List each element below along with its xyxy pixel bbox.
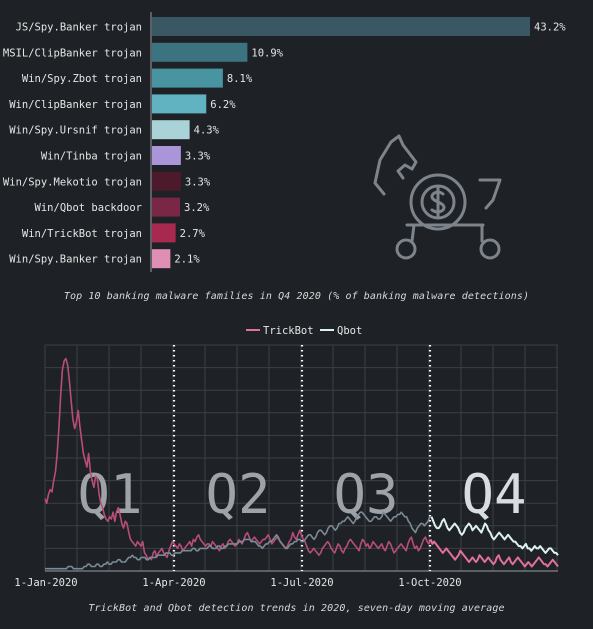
bar-value-label: 10.9% bbox=[251, 47, 283, 59]
bar-category-label: Win/ClipBanker trojan bbox=[9, 99, 142, 111]
bars-group: JS/Spy.Banker trojan 43.2% MSIL/ClipBanker… bbox=[3, 17, 566, 269]
series-line-trickbot-q4 bbox=[429, 539, 559, 568]
bar-value-label: 3.2% bbox=[184, 202, 210, 214]
bar-category-label: MSIL/ClipBanker trojan bbox=[3, 47, 142, 59]
bar bbox=[152, 146, 181, 165]
bottom-chart-caption: TrickBot and Qbot detection trends in 20… bbox=[88, 603, 505, 614]
bar-category-label: JS/Spy.Banker trojan bbox=[16, 22, 142, 34]
bar-category-label: Win/Spy.Mekotio trojan bbox=[3, 176, 142, 188]
series-line-qbot bbox=[45, 511, 432, 570]
bar-chart: JS/Spy.Banker trojan 43.2% MSIL/ClipBanker… bbox=[3, 12, 566, 272]
bar bbox=[152, 17, 530, 36]
bar-category-label: Win/Spy.Ursnif trojan bbox=[9, 125, 142, 137]
x-tick-label: 1-Jul-2020 bbox=[270, 577, 333, 589]
bar bbox=[152, 249, 171, 269]
x-tick-label: 1-Oct-2020 bbox=[398, 577, 461, 589]
bar bbox=[152, 197, 180, 217]
bar-category-label: Win/TrickBot trojan bbox=[22, 228, 142, 240]
top-chart-caption: Top 10 banking malware families in Q4 20… bbox=[63, 291, 530, 302]
series-line-trickbot bbox=[44, 357, 432, 561]
x-tick-label: 1-Apr-2020 bbox=[142, 577, 205, 589]
legend: TrickBot Qbot bbox=[246, 325, 362, 337]
lines-group bbox=[44, 357, 559, 570]
bar-value-label: 43.2% bbox=[534, 22, 566, 34]
bar-category-label: Win/Qbot backdoor bbox=[35, 202, 142, 214]
bar bbox=[152, 94, 207, 114]
bar-value-label: 8.1% bbox=[227, 73, 253, 85]
bar-value-label: 2.1% bbox=[174, 254, 200, 266]
bar bbox=[152, 171, 181, 191]
quarter-label: Q3 bbox=[333, 463, 398, 526]
x-tick-label: 1-Jan-2020 bbox=[14, 577, 77, 589]
bar-value-label: 2.7% bbox=[180, 228, 206, 240]
quarter-label: Q2 bbox=[205, 463, 270, 526]
bar-value-label: 3.3% bbox=[185, 151, 211, 163]
quarter-label: Q1 bbox=[77, 463, 142, 526]
bar-category-label: Win/Tinba trojan bbox=[41, 151, 142, 163]
trojan-horse-dollar-icon bbox=[373, 134, 502, 260]
bar bbox=[152, 120, 190, 140]
x-tick-labels: 1-Jan-2020 1-Apr-2020 1-Jul-2020 1-Oct-2020 bbox=[14, 577, 461, 589]
bar-value-label: 3.3% bbox=[185, 176, 211, 188]
bar-value-label: 4.3% bbox=[194, 125, 220, 137]
bar-category-label: Win/Spy.Banker trojan bbox=[9, 254, 142, 266]
bar-category-label: Win/Spy.Zbot trojan bbox=[22, 73, 142, 85]
legend-label: Qbot bbox=[337, 325, 362, 337]
bar bbox=[152, 68, 223, 88]
bar bbox=[152, 223, 176, 243]
bar-value-label: 6.2% bbox=[210, 99, 236, 111]
quarter-label: Q4 bbox=[461, 463, 526, 526]
series-line-qbot-q4 bbox=[430, 516, 559, 556]
legend-label: TrickBot bbox=[263, 325, 314, 337]
bar bbox=[152, 42, 248, 62]
line-chart: Q1 Q2 Q3 Q4 1-Jan-2020 1-Apr-2020 1-Jul-2020 1… bbox=[14, 325, 559, 589]
quarter-labels: Q1 Q2 Q3 Q4 bbox=[77, 463, 526, 526]
